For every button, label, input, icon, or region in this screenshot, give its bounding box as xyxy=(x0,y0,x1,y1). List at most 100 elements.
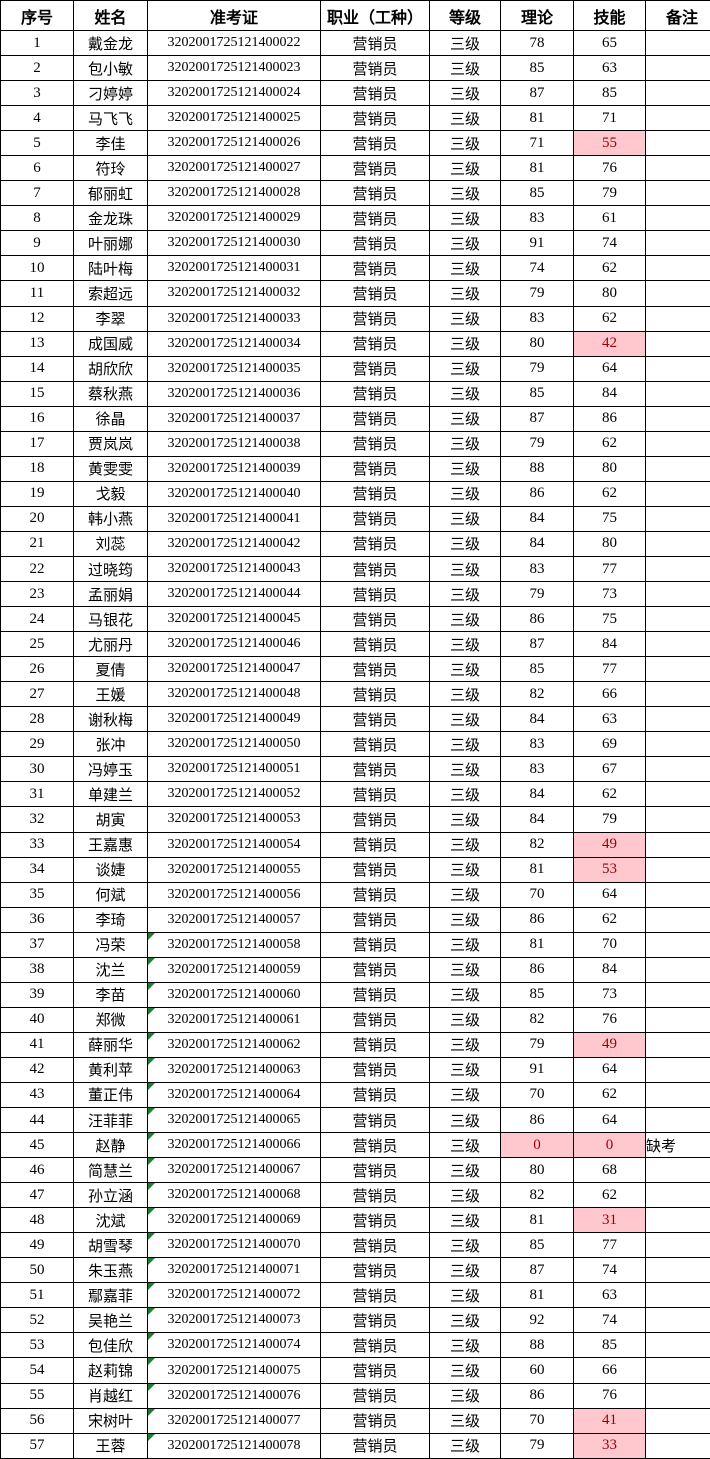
table-row: 41 薛丽华 3202001725121400062 营销员 三级 79 49 xyxy=(0,1031,710,1058)
cell-level-text: 三级 xyxy=(449,136,480,153)
cell-id-text: 3202001725121400048 xyxy=(167,686,301,702)
cell-name: 胡雪琴 xyxy=(73,1232,148,1259)
cell-level-text: 三级 xyxy=(449,1313,480,1330)
cell-no: 25 xyxy=(0,631,74,658)
cell-job: 营销员 xyxy=(320,881,430,908)
cell-skill-text: 74 xyxy=(602,234,617,251)
table-row: 31 单建兰 3202001725121400052 营销员 三级 84 62 xyxy=(0,781,710,808)
cell-name: 李琦 xyxy=(73,906,148,933)
cell-no: 50 xyxy=(0,1257,74,1284)
cell-skill: 62 xyxy=(573,1081,646,1109)
cell-job: 营销员 xyxy=(320,1207,430,1234)
cell-theory-text: 71 xyxy=(529,134,545,151)
cell-level-text: 三级 xyxy=(449,1113,480,1130)
cell-name-text: 薛丽华 xyxy=(87,1038,133,1055)
cell-name-text: 汪菲菲 xyxy=(87,1113,133,1130)
cell-id-text: 3202001725121400030 xyxy=(167,235,301,251)
cell-theory: 81 xyxy=(500,1282,574,1309)
cell-skill: 64 xyxy=(573,1107,646,1134)
cell-no-text: 53 xyxy=(29,1336,45,1353)
cell-skill: 70 xyxy=(573,931,646,958)
cell-id: 3202001725121400069 xyxy=(147,1207,321,1234)
cell-no: 37 xyxy=(0,931,74,958)
cell-theory: 81 xyxy=(500,856,574,883)
cell-no: 24 xyxy=(0,606,74,633)
cell-id-text: 3202001725121400026 xyxy=(167,135,301,151)
cell-level-text: 三级 xyxy=(449,261,480,278)
cell-name-text: 胡雪琴 xyxy=(87,1238,133,1255)
cell-no: 32 xyxy=(0,806,74,833)
cell-id: 3202001725121400077 xyxy=(147,1407,321,1434)
cell-name-text: 郑微 xyxy=(95,1013,126,1030)
cell-job: 营销员 xyxy=(320,1031,430,1058)
cell-id-text: 3202001725121400078 xyxy=(167,1437,301,1453)
cell-level: 三级 xyxy=(429,1056,501,1083)
cell-theory: 81 xyxy=(500,931,574,958)
cell-theory: 85 xyxy=(500,380,574,407)
cell-id: 3202001725121400032 xyxy=(147,280,321,307)
cell-name-text: 李苗 xyxy=(95,988,126,1005)
number-stored-as-text-marker-icon xyxy=(148,1283,155,1291)
cell-level-text: 三级 xyxy=(449,1364,480,1380)
cell-theory-text: 85 xyxy=(529,660,545,677)
cell-name-text: 李琦 xyxy=(95,913,126,930)
cell-skill-low-score: 41 xyxy=(573,1407,646,1434)
cell-level-text: 三级 xyxy=(449,587,480,604)
cell-skill: 67 xyxy=(573,756,646,783)
table-row: 18 黄雯雯 3202001725121400039 营销员 三级 88 80 xyxy=(0,455,710,482)
cell-no-text: 32 xyxy=(29,810,45,827)
cell-id-text: 3202001725121400053 xyxy=(167,811,301,827)
cell-skill-low-score: 0 xyxy=(573,1132,646,1159)
cell-level: 三级 xyxy=(429,681,501,708)
cell-level: 三级 xyxy=(429,1357,501,1384)
cell-no: 9 xyxy=(0,230,74,257)
cell-name: 贾岚岚 xyxy=(73,430,148,457)
cell-theory: 86 xyxy=(500,906,574,933)
cell-remark xyxy=(645,480,710,507)
cell-remark xyxy=(645,1257,710,1284)
cell-id-text: 3202001725121400045 xyxy=(167,611,301,627)
cell-remark xyxy=(645,430,710,457)
cell-level: 三级 xyxy=(429,480,501,507)
cell-level-text: 三级 xyxy=(449,637,480,654)
cell-no-text: 57 xyxy=(29,1437,45,1454)
cell-remark xyxy=(645,255,710,282)
cell-id-text: 3202001725121400050 xyxy=(167,736,301,752)
cell-skill-text: 85 xyxy=(602,84,617,101)
cell-job-text: 营销员 xyxy=(352,812,398,829)
cell-no-text: 46 xyxy=(29,1161,45,1178)
cell-name-text: 冯荣 xyxy=(95,938,126,955)
cell-id: 3202001725121400038 xyxy=(147,430,321,457)
cell-no: 36 xyxy=(0,906,74,933)
cell-theory-text: 91 xyxy=(529,234,545,251)
cell-no: 27 xyxy=(0,681,74,708)
cell-skill-text: 0 xyxy=(605,1136,614,1153)
cell-level: 三级 xyxy=(429,1132,501,1159)
number-stored-as-text-marker-icon xyxy=(148,1333,155,1341)
cell-name: 冯婷玉 xyxy=(73,756,148,783)
cell-no-text: 33 xyxy=(29,836,45,853)
cell-level: 三级 xyxy=(429,806,501,833)
cell-remark xyxy=(645,1357,710,1384)
cell-level-text: 三级 xyxy=(449,387,480,404)
cell-level-text: 三级 xyxy=(449,913,480,930)
cell-no-text: 56 xyxy=(29,1412,45,1429)
cell-theory: 91 xyxy=(500,1056,574,1083)
cell-level-text: 三级 xyxy=(449,487,480,504)
cell-no-text: 17 xyxy=(29,435,45,452)
cell-job-text: 营销员 xyxy=(352,712,398,729)
cell-id-text: 3202001725121400042 xyxy=(167,535,301,551)
cell-remark xyxy=(645,731,710,758)
cell-remark xyxy=(645,1332,710,1359)
table-row: 50 朱玉燕 3202001725121400071 营销员 三级 87 74 xyxy=(0,1257,710,1284)
table-row: 29 张冲 3202001725121400050 营销员 三级 83 69 xyxy=(0,731,710,758)
cell-remark xyxy=(645,180,710,207)
cell-level: 三级 xyxy=(429,706,501,733)
column-header-remark: 备注 xyxy=(645,0,710,31)
cell-name: 李佳 xyxy=(73,130,148,157)
cell-theory-text: 82 xyxy=(529,1186,545,1203)
cell-level: 三级 xyxy=(429,305,501,332)
cell-job: 营销员 xyxy=(320,781,430,808)
cell-remark xyxy=(645,831,710,858)
cell-id-text: 3202001725121400041 xyxy=(167,510,301,526)
